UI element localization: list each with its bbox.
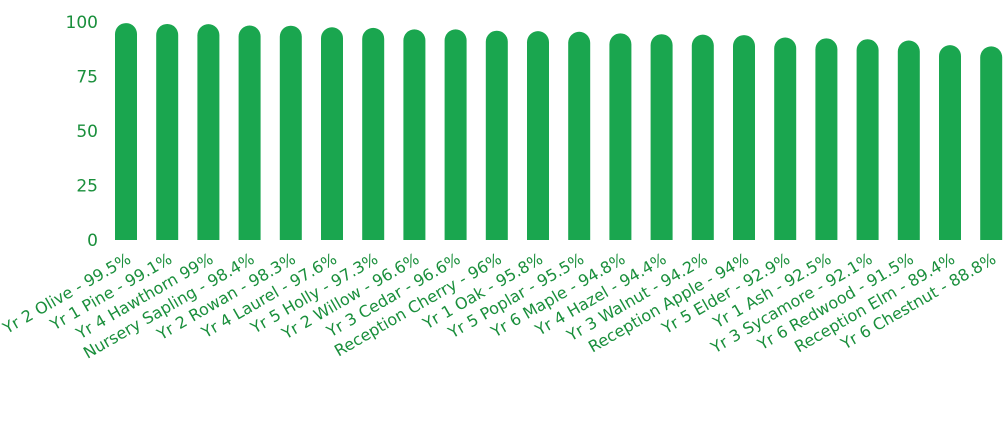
bar xyxy=(691,34,714,241)
bar xyxy=(403,29,426,240)
bar xyxy=(856,39,879,241)
bar xyxy=(238,25,261,240)
bars-group xyxy=(115,23,1003,241)
bar xyxy=(774,37,797,241)
bar xyxy=(485,30,508,240)
bar xyxy=(733,35,755,240)
y-tick-label: 50 xyxy=(76,122,98,142)
bar xyxy=(156,23,179,240)
y-tick-label: 75 xyxy=(76,68,98,88)
bar xyxy=(650,34,673,240)
bar xyxy=(362,27,385,241)
y-tick-label: 25 xyxy=(76,177,98,197)
bar xyxy=(279,25,302,241)
bar xyxy=(527,31,549,240)
y-tick-label: 100 xyxy=(66,13,98,33)
bar xyxy=(197,24,220,241)
y-tick-label: 0 xyxy=(87,231,98,251)
bar xyxy=(444,29,467,240)
bar xyxy=(115,23,137,241)
y-axis-ticks: 0 25 50 75 100 xyxy=(66,13,98,251)
bar xyxy=(980,46,1003,240)
x-axis-labels: Yr 2 Olive - 99.5%Yr 1 Pine - 99.1%Yr 4 … xyxy=(0,249,999,362)
bar xyxy=(815,38,838,240)
bar xyxy=(321,27,343,241)
bar xyxy=(609,33,632,240)
bar xyxy=(939,45,961,240)
bar xyxy=(568,31,591,241)
bar xyxy=(897,40,920,240)
